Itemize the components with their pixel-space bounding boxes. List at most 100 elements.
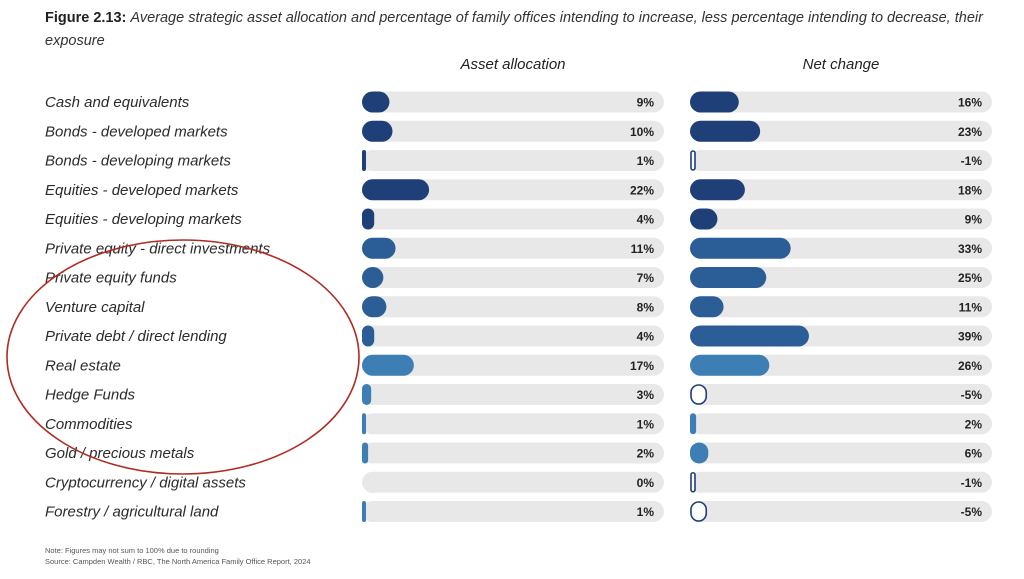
alloc-bar	[362, 501, 366, 522]
net-value-label: 26%	[958, 359, 982, 373]
net-value-label: -1%	[961, 476, 983, 490]
alloc-value-label: 17%	[630, 359, 654, 373]
alloc-track	[362, 325, 664, 347]
category-label: Forestry / agricultural land	[45, 504, 219, 521]
net-value-label: 25%	[958, 271, 982, 285]
net-bar-negative	[690, 384, 708, 405]
net-bar	[690, 267, 767, 288]
alloc-track	[362, 413, 664, 435]
alloc-value-label: 8%	[637, 300, 655, 314]
alloc-bar	[362, 325, 375, 347]
net-value-label: 11%	[959, 300, 983, 314]
net-bar	[690, 325, 809, 347]
alloc-value-label: 1%	[637, 505, 655, 519]
category-label: Equities - developing markets	[45, 211, 242, 228]
alloc-track	[362, 442, 664, 464]
alloc-value-label: 0%	[637, 476, 655, 490]
alloc-bar	[362, 442, 369, 464]
net-value-label: 33%	[958, 242, 982, 256]
net-change-header: Net change	[802, 56, 880, 73]
net-track	[690, 179, 992, 201]
net-bar-negative	[690, 150, 696, 171]
alloc-value-label: 4%	[637, 213, 655, 227]
alloc-track	[362, 354, 664, 376]
net-bar-negative	[690, 501, 708, 522]
alloc-track	[362, 471, 664, 493]
asset-allocation-header: Asset allocation	[460, 56, 566, 73]
alloc-bar	[362, 413, 366, 435]
alloc-value-label: 1%	[637, 417, 655, 431]
alloc-bar	[362, 91, 390, 113]
net-bar	[690, 179, 745, 201]
category-label: Gold / precious metals	[45, 445, 195, 462]
alloc-value-label: 3%	[637, 388, 655, 402]
net-track	[690, 413, 992, 435]
category-label: Commodities	[45, 416, 133, 433]
alloc-value-label: 10%	[630, 125, 654, 139]
alloc-value-label: 22%	[630, 183, 654, 197]
alloc-track	[362, 296, 664, 318]
category-label: Equities - developed markets	[45, 182, 239, 199]
net-value-label: 6%	[965, 447, 983, 461]
category-label: Hedge Funds	[45, 387, 136, 404]
alloc-track	[362, 208, 664, 230]
category-label: Bonds - developing markets	[45, 153, 231, 170]
net-value-label: -1%	[961, 154, 983, 168]
alloc-track	[362, 150, 664, 171]
net-track	[690, 471, 992, 493]
alloc-value-label: 1%	[637, 154, 655, 168]
net-track	[690, 267, 992, 288]
alloc-bar	[362, 384, 372, 405]
net-value-label: 18%	[958, 183, 982, 197]
net-track	[690, 296, 992, 318]
net-bar	[690, 296, 724, 318]
alloc-bar	[362, 267, 384, 288]
net-bar	[690, 354, 770, 376]
category-label: Cryptocurrency / digital assets	[45, 474, 246, 491]
alloc-bar	[362, 237, 396, 259]
alloc-bar	[362, 150, 366, 171]
net-track	[690, 442, 992, 464]
category-label: Real estate	[45, 357, 121, 374]
alloc-value-label: 4%	[637, 330, 655, 344]
net-bar	[690, 237, 791, 259]
net-value-label: 2%	[965, 417, 983, 431]
alloc-track	[362, 120, 664, 142]
footnote: Note: Figures may not sum to 100% due to…	[45, 546, 219, 555]
category-label: Private debt / direct lending	[45, 328, 227, 345]
alloc-bar	[362, 354, 414, 376]
alloc-bar	[362, 208, 375, 230]
net-value-label: 9%	[965, 213, 983, 227]
figure-title: Figure 2.13: Average strategic asset all…	[45, 7, 985, 53]
annotation-circle	[6, 239, 360, 475]
alloc-track	[362, 501, 664, 522]
alloc-bar	[362, 120, 393, 142]
alloc-track	[362, 267, 664, 288]
source-note: Source: Campden Wealth / RBC, The North …	[45, 557, 311, 566]
alloc-track	[362, 179, 664, 201]
category-label: Private equity - direct investments	[45, 240, 271, 257]
net-value-label: 39%	[958, 330, 982, 344]
net-track	[690, 120, 992, 142]
net-track	[690, 208, 992, 230]
net-bar-negative	[690, 471, 696, 493]
category-label: Private equity funds	[45, 270, 177, 287]
net-value-label: 23%	[958, 125, 982, 139]
net-bar	[690, 120, 761, 142]
net-track	[690, 384, 992, 405]
category-label: Venture capital	[45, 299, 145, 316]
net-track	[690, 91, 992, 113]
alloc-track	[362, 384, 664, 405]
alloc-value-label: 7%	[637, 271, 655, 285]
net-bar	[690, 208, 718, 230]
alloc-value-label: 2%	[637, 447, 655, 461]
net-bar	[690, 91, 739, 113]
net-value-label: -5%	[961, 388, 983, 402]
alloc-value-label: 11%	[631, 242, 655, 256]
net-value-label: -5%	[961, 505, 983, 519]
alloc-value-label: 9%	[637, 96, 655, 110]
category-label: Bonds - developed markets	[45, 123, 228, 140]
alloc-bar	[362, 296, 387, 318]
net-bar	[690, 413, 697, 435]
